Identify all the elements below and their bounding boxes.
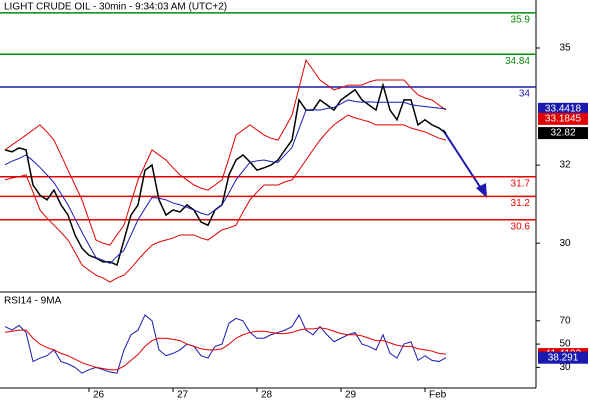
level-label: 30.6 bbox=[511, 221, 531, 232]
y-tick-label: 30 bbox=[559, 362, 571, 373]
y-tick-label: 35 bbox=[559, 43, 571, 54]
series-line bbox=[4, 82, 447, 267]
rsi-title: RSI14 - 9MA bbox=[4, 296, 62, 307]
y-tick-label: 50 bbox=[559, 339, 571, 350]
level-label: 34 bbox=[519, 89, 531, 100]
series-line bbox=[4, 327, 447, 371]
value-marker-label: 33.4418 bbox=[545, 103, 582, 114]
value-marker bbox=[538, 127, 588, 140]
series-line bbox=[4, 313, 447, 374]
x-tick-label: 28 bbox=[261, 390, 273, 400]
level-label: 34.84 bbox=[505, 56, 530, 67]
series-line bbox=[4, 58, 447, 246]
level-label: 35.9 bbox=[511, 15, 531, 26]
value-marker bbox=[538, 351, 588, 364]
x-tick-label: Feb bbox=[429, 390, 447, 400]
chart-title: LIGHT CRUDE OIL - 30min - 9:34:03 AM (UT… bbox=[4, 2, 227, 13]
value-marker-label: 33.1845 bbox=[545, 114, 582, 125]
y-tick-label: 32 bbox=[559, 160, 571, 171]
level-label: 31.2 bbox=[511, 198, 531, 209]
value-marker-label: 38.291 bbox=[548, 352, 579, 363]
forecast-arrow bbox=[442, 129, 487, 198]
x-tick-label: 26 bbox=[93, 390, 105, 400]
value-marker-label: 32.82 bbox=[550, 128, 575, 139]
y-tick-label: 70 bbox=[559, 315, 571, 326]
x-tick-label: 29 bbox=[345, 390, 357, 400]
level-label: 31.7 bbox=[511, 178, 531, 189]
series-line bbox=[4, 114, 447, 283]
value-marker bbox=[538, 102, 588, 115]
x-tick-label: 27 bbox=[177, 390, 189, 400]
value-marker bbox=[538, 112, 588, 125]
series-line bbox=[4, 99, 447, 265]
y-tick-label: 30 bbox=[559, 238, 571, 249]
